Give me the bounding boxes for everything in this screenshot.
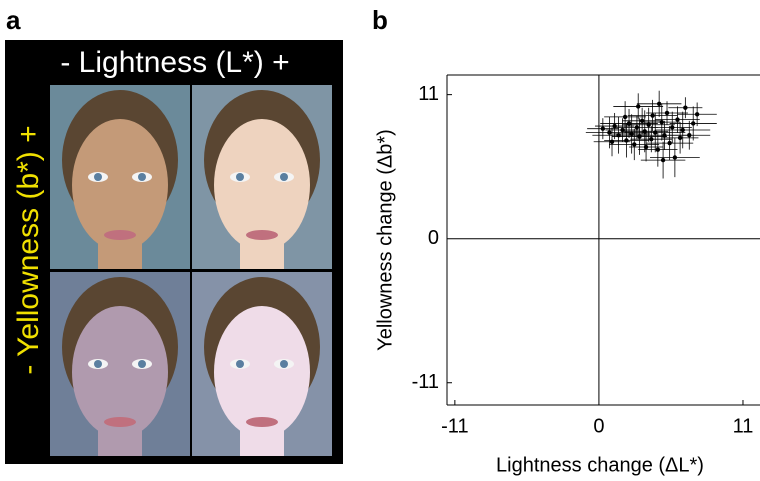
point	[675, 117, 679, 121]
point	[681, 128, 685, 132]
iris	[138, 360, 146, 368]
x-tick-label: 0	[593, 415, 604, 437]
neck	[240, 422, 284, 456]
lips	[104, 230, 136, 240]
face-image	[192, 272, 332, 456]
point	[601, 126, 605, 130]
panel-label: b	[372, 5, 388, 35]
lips	[246, 417, 278, 427]
iris	[138, 173, 146, 181]
point	[607, 130, 611, 134]
neck	[98, 235, 142, 269]
point	[644, 145, 648, 149]
point	[683, 106, 687, 110]
face-image	[192, 85, 332, 269]
point	[653, 130, 657, 134]
point	[687, 133, 691, 137]
plot: -11 0 11 -11 0 11 Lightness change (ΔL*) Yellow…	[374, 75, 760, 476]
point	[636, 104, 640, 108]
point	[662, 133, 666, 137]
iris	[94, 173, 102, 181]
point	[646, 123, 650, 127]
point	[650, 113, 654, 117]
point	[670, 125, 674, 129]
y-tick-label: 11	[418, 83, 439, 105]
point	[673, 155, 677, 159]
point	[678, 136, 682, 140]
iris	[236, 360, 244, 368]
y-tick-label: -11	[412, 371, 439, 393]
x-axis-label: Lightness change (ΔL*)	[496, 454, 704, 476]
point	[665, 111, 669, 115]
iris	[94, 360, 102, 368]
lips	[246, 230, 278, 240]
point	[610, 140, 614, 144]
neck	[240, 235, 284, 269]
point	[695, 112, 699, 116]
y-tick-label: 0	[428, 227, 439, 249]
x-tick-label: 11	[733, 415, 754, 437]
panel-label: a	[6, 5, 21, 35]
face-image	[50, 85, 190, 269]
point	[691, 121, 695, 125]
point	[660, 120, 664, 124]
lips	[104, 417, 136, 427]
x-tick-label: -11	[441, 415, 468, 437]
point	[657, 102, 661, 106]
side-label: - Yellowness (b*) +	[12, 125, 45, 374]
face-image	[50, 272, 190, 456]
point	[667, 141, 671, 145]
iris	[236, 173, 244, 181]
point	[656, 147, 660, 151]
neck	[98, 422, 142, 456]
y-axis-label: Yellowness change (Δb*)	[374, 129, 396, 351]
iris	[280, 360, 288, 368]
point	[635, 125, 639, 129]
figure: a - Lightness (L*) + - Yellowness (b*) +…	[0, 0, 760, 481]
iris	[280, 173, 288, 181]
point	[632, 142, 636, 146]
panel-title: - Lightness (L*) +	[60, 46, 289, 79]
point	[649, 137, 653, 141]
point	[623, 115, 627, 119]
point	[661, 158, 665, 162]
